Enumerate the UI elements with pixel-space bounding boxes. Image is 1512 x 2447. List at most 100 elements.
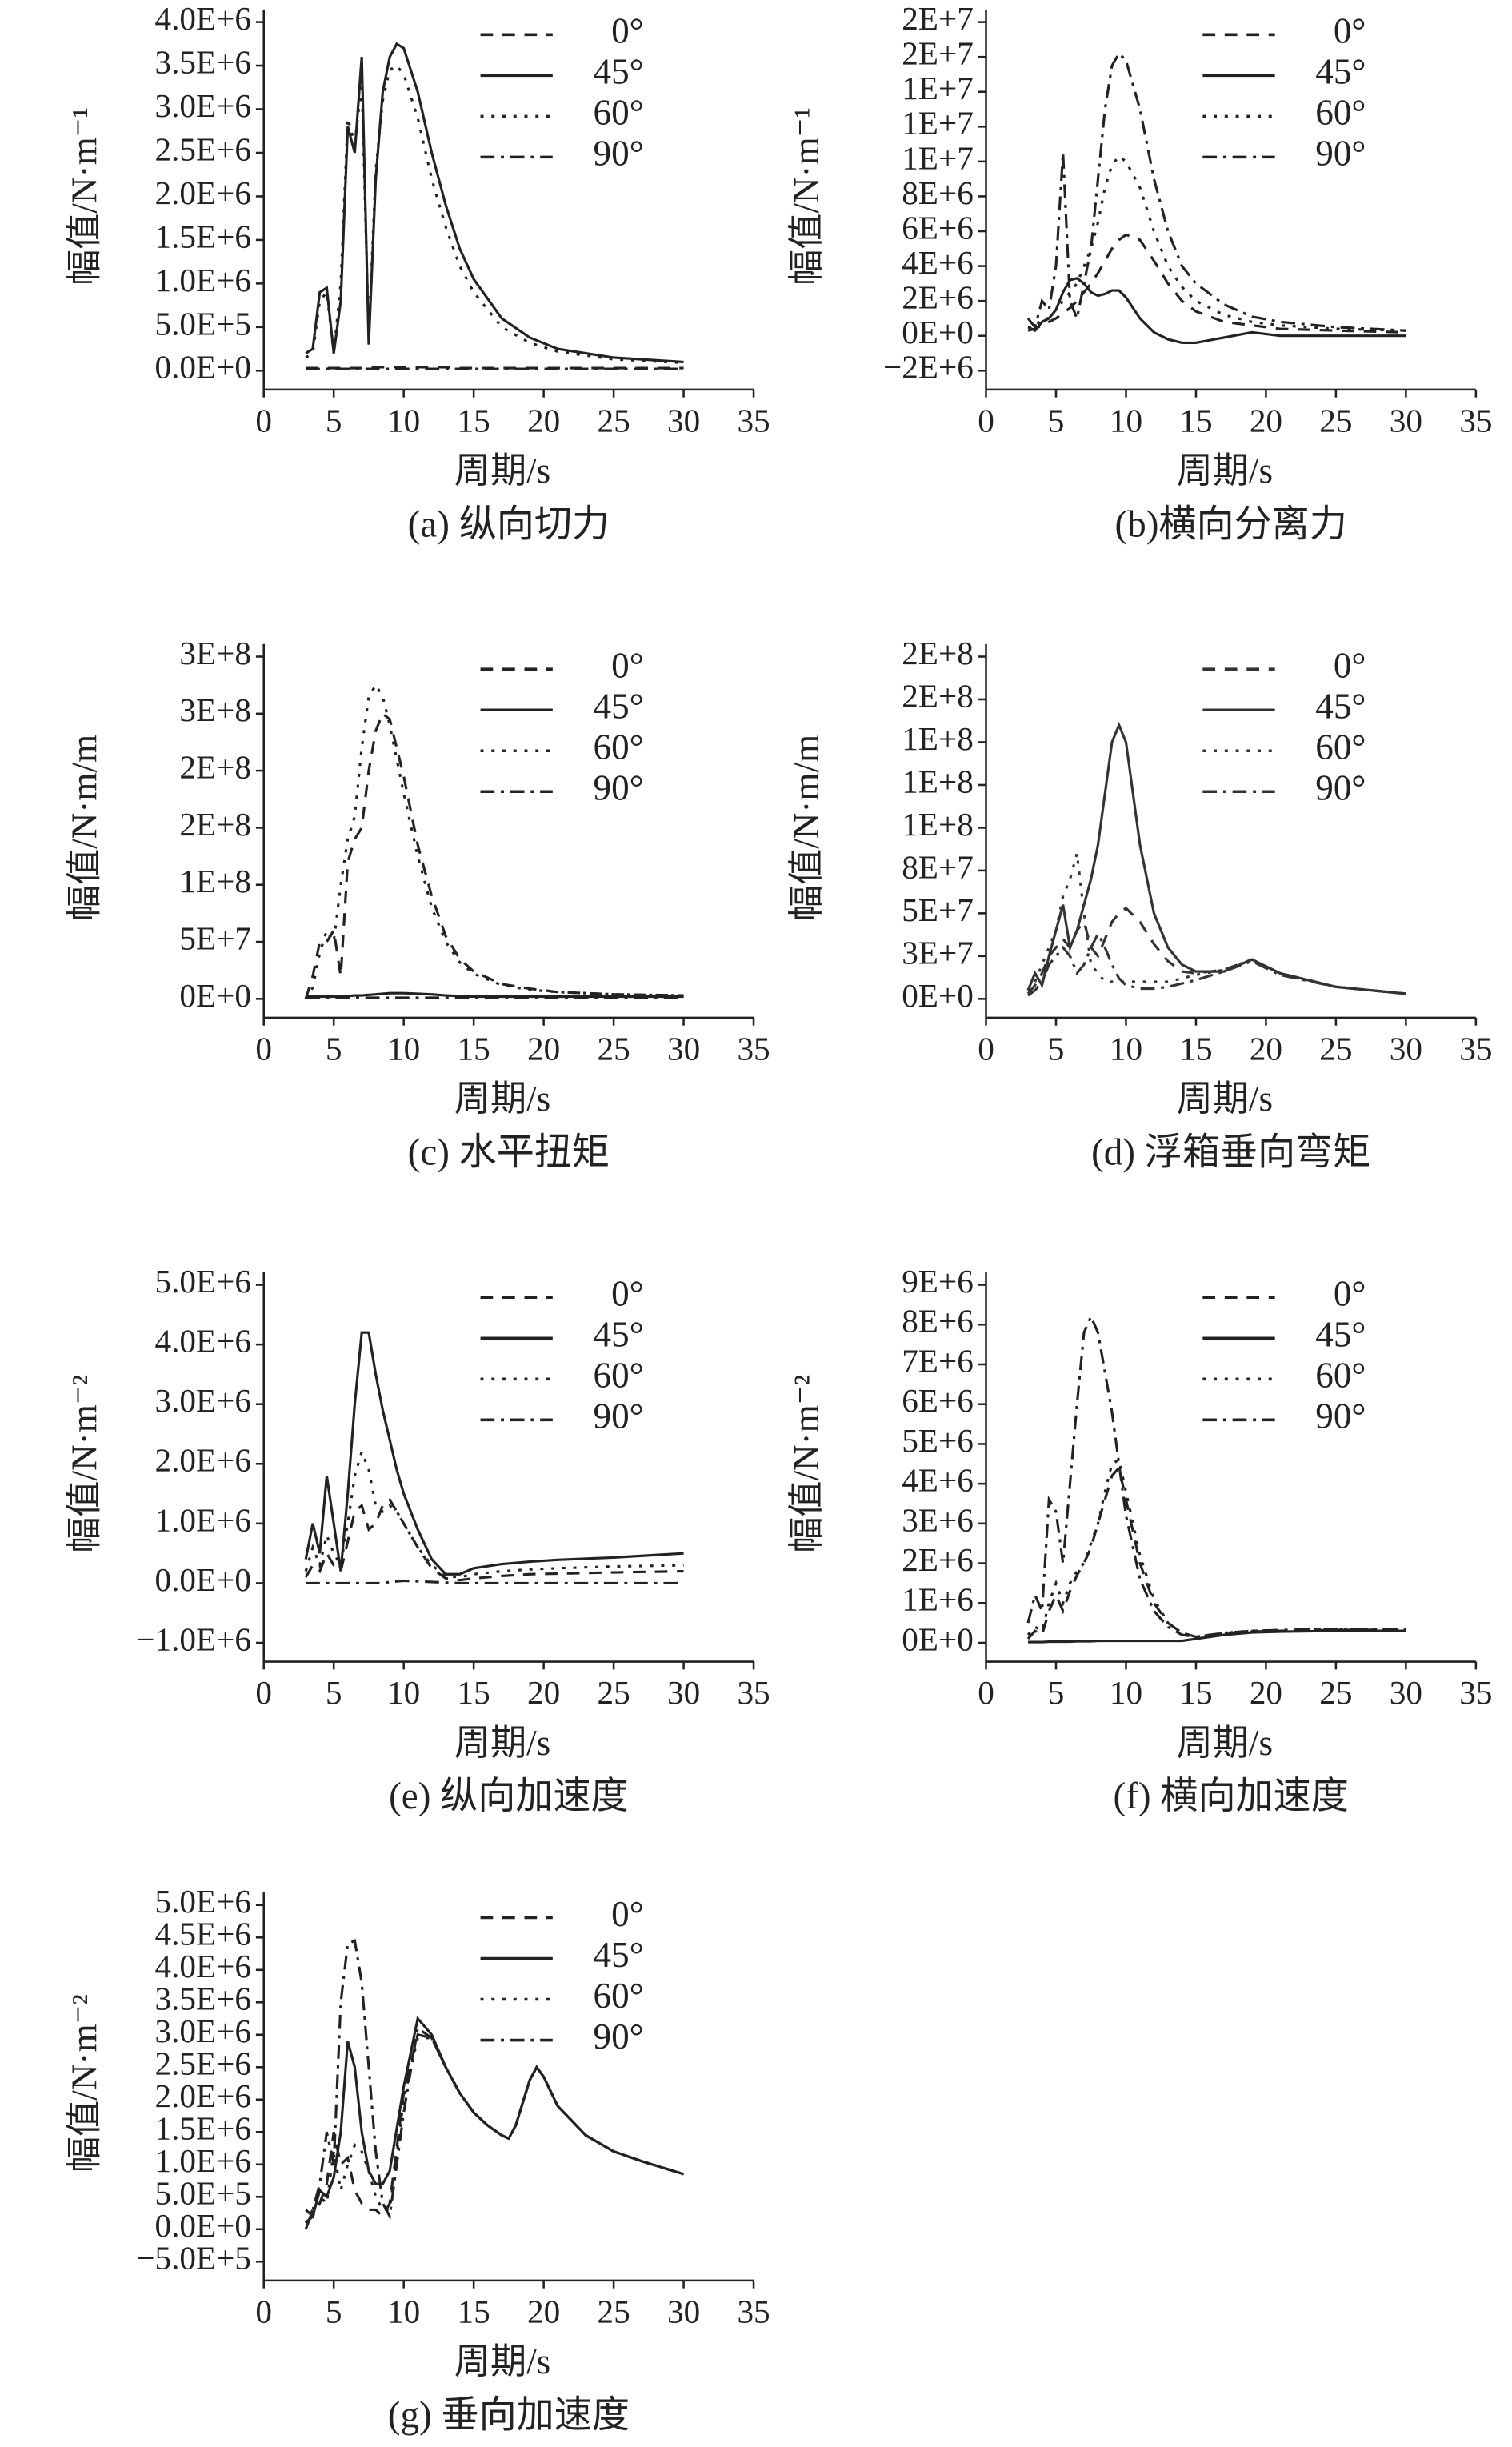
y-tick-label: 3E+8 [179, 691, 251, 728]
x-tick-label: 5 [1048, 402, 1065, 439]
y-tick-label: 4.0E+6 [155, 0, 252, 37]
y-tick-label: 5.0E+5 [155, 305, 252, 342]
x-tick-label: 30 [667, 2293, 700, 2329]
series-line [304, 1497, 684, 1582]
x-tick-label: 10 [387, 2293, 420, 2329]
y-axis-label: 幅值/N·m⁻¹ [64, 107, 104, 286]
y-tick-label: 2E+8 [902, 677, 974, 714]
y-tick-label: 0E+0 [902, 1620, 974, 1657]
x-tick-label: 30 [1390, 1674, 1422, 1711]
x-tick-label: 30 [667, 1674, 700, 1711]
legend-label: 45° [594, 1935, 644, 1975]
y-tick-label: 3E+6 [902, 1501, 974, 1538]
y-tick-label: 3E+8 [179, 635, 251, 671]
series-line [1027, 233, 1406, 334]
y-tick-label: 1E+6 [902, 1581, 974, 1618]
y-tick-label: 1E+7 [902, 70, 974, 106]
legend-label: 90° [1315, 768, 1366, 808]
y-tick-label: 5E+7 [179, 919, 251, 956]
series-line [1027, 277, 1406, 345]
x-axis-label: 周期/s [454, 1079, 550, 1119]
y-tick-label: 5.0E+5 [155, 2175, 252, 2212]
x-axis-label: 周期/s [1177, 1079, 1273, 1119]
legend-label: 60° [594, 93, 644, 133]
y-tick-label: 0E+0 [902, 977, 974, 1014]
caption: (e) 纵向加速度 [389, 1776, 629, 1817]
x-tick-label: 20 [527, 1674, 560, 1711]
legend-label: 45° [594, 52, 644, 92]
y-tick-label: 2.5E+6 [155, 130, 252, 167]
y-tick-label: 5.0E+6 [155, 1883, 252, 1920]
caption: (f) 横向加速度 [1114, 1776, 1349, 1817]
series-line [306, 366, 684, 370]
x-tick-label: 10 [387, 402, 420, 439]
legend-label: 45° [594, 1315, 644, 1355]
x-tick-label: 20 [527, 2293, 560, 2329]
x-tick-label: 30 [667, 1031, 700, 1067]
x-tick-label: 10 [1110, 402, 1142, 439]
y-tick-label: 8E+7 [902, 848, 974, 885]
legend-label: 60° [594, 1976, 644, 2016]
x-tick-label: 0 [978, 402, 994, 439]
y-tick-label: 3.0E+6 [155, 87, 252, 124]
y-axis-label: 幅值/N·m⁻² [786, 1375, 826, 1553]
x-tick-label: 35 [737, 1674, 770, 1711]
x-tick-label: 35 [1459, 1031, 1492, 1067]
x-tick-label: 10 [1110, 1674, 1142, 1711]
series-line [304, 1939, 685, 2230]
x-tick-label: 5 [326, 2293, 342, 2329]
x-tick-label: 5 [1048, 1031, 1065, 1067]
legend-label: 0° [1334, 646, 1366, 686]
legend-label: 90° [1315, 134, 1366, 174]
x-tick-label: 15 [458, 2293, 490, 2329]
y-tick-label: −5.0E+5 [136, 2240, 251, 2277]
y-tick-label: 1.5E+6 [155, 218, 252, 254]
caption: (g) 垂向加速度 [388, 2394, 630, 2436]
legend-label: 60° [594, 727, 644, 767]
x-tick-label: 25 [1319, 402, 1352, 439]
series-line [1027, 931, 1406, 997]
y-tick-label: 1.0E+6 [155, 262, 252, 298]
x-tick-label: 5 [326, 402, 342, 439]
series-line [1026, 853, 1406, 995]
x-tick-label: 20 [527, 1031, 560, 1067]
y-tick-label: 1E+8 [902, 806, 974, 843]
series-line [1028, 154, 1406, 332]
y-tick-label: 3.5E+6 [155, 44, 252, 81]
caption: (b)横向分离力 [1114, 503, 1346, 545]
legend-label: 0° [611, 646, 644, 686]
x-tick-label: 20 [1250, 1031, 1282, 1067]
x-tick-label: 0 [255, 2293, 272, 2329]
y-tick-label: 1E+8 [902, 720, 974, 757]
x-tick-label: 15 [458, 1031, 490, 1067]
caption: (d) 浮箱垂向弯矩 [1091, 1131, 1370, 1173]
x-axis-label: 周期/s [454, 2341, 550, 2381]
x-tick-label: 5 [326, 1031, 342, 1067]
x-tick-label: 15 [1179, 1031, 1212, 1067]
y-tick-label: 0.0E+0 [155, 2207, 252, 2244]
series-line [1026, 1313, 1406, 1639]
series-line [305, 63, 684, 365]
y-tick-label: 2.5E+6 [155, 2045, 252, 2082]
x-tick-label: 25 [598, 1031, 630, 1067]
y-tick-label: 4.5E+6 [155, 1916, 252, 1952]
legend-label: 45° [1315, 52, 1366, 92]
y-axis-label: 幅值/N·m/m [64, 735, 104, 921]
y-tick-label: 8E+6 [902, 174, 974, 211]
x-tick-label: 0 [255, 1674, 272, 1711]
x-tick-label: 30 [667, 402, 700, 439]
y-tick-label: 3E+7 [902, 934, 974, 971]
x-tick-label: 5 [1048, 1674, 1065, 1711]
y-tick-label: 9E+6 [902, 1263, 974, 1300]
x-tick-label: 0 [255, 402, 272, 439]
y-tick-label: 5.0E+6 [155, 1263, 252, 1300]
legend-label: 90° [594, 768, 644, 808]
x-tick-label: 25 [598, 2293, 630, 2329]
y-tick-label: 0E+0 [902, 314, 974, 350]
x-tick-label: 35 [1459, 402, 1492, 439]
x-tick-label: 35 [737, 2293, 770, 2329]
caption: (a) 纵向切力 [408, 503, 610, 545]
y-tick-label: 2.0E+6 [155, 2077, 252, 2114]
y-tick-label: 2.0E+6 [155, 174, 252, 211]
y-tick-label: 6E+6 [902, 209, 974, 246]
